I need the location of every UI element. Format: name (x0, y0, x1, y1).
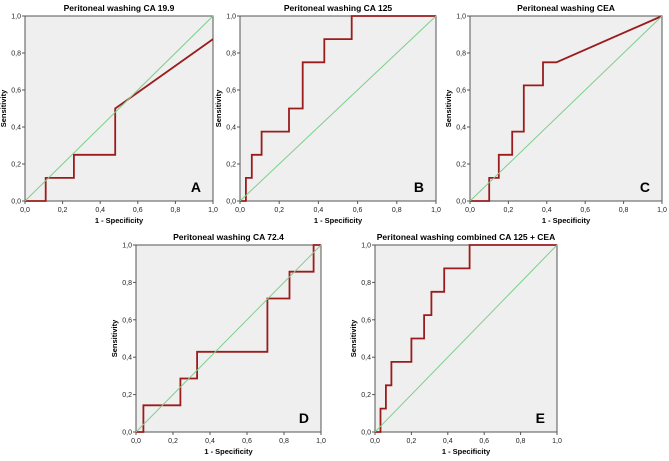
y-tick-label: 0,0 (456, 199, 466, 206)
y-tick-label: 0,6 (226, 88, 236, 95)
y-tick-label: 0,2 (122, 392, 132, 399)
x-tick-label: 0,4 (443, 438, 453, 445)
y-tick-label: 0,0 (122, 430, 132, 437)
x-tick-label: 1,0 (316, 438, 326, 445)
y-tick-label: 1,0 (122, 243, 132, 250)
x-tick-label: 0,2 (168, 438, 178, 445)
roc-curve (240, 15, 436, 202)
x-tick-label: 0,2 (504, 207, 514, 214)
roc-curve (470, 15, 663, 202)
x-axis-label: 1 - Specificity (204, 447, 253, 456)
reference-line (469, 15, 663, 202)
x-tick-label: 0,6 (353, 207, 363, 214)
y-tick-label: 0,8 (361, 280, 371, 287)
panel-letter: D (299, 410, 309, 426)
y-tick-label: 1,0 (361, 243, 371, 250)
x-tick-label: 1,0 (208, 207, 218, 214)
panel-b: Peritoneal washing CA 125 0,00,0 0,2 0,2 0,4… (214, 3, 441, 225)
y-tick-label: 0,4 (361, 355, 371, 362)
y-axis-label: Sensitivity (0, 89, 8, 127)
x-tick-label: 0,8 (392, 207, 402, 214)
y-tick-label: 0,0 (11, 199, 21, 206)
chart-title: Peritoneal washing CA 19.9 (64, 3, 175, 13)
roc-curve (136, 244, 321, 433)
chart-title: Peritoneal washing CA 125 (284, 3, 393, 13)
y-tick-label: 0,2 (226, 162, 236, 169)
y-axis-label: Sensitivity (110, 319, 119, 357)
chart-title: Peritoneal washing CEA (517, 3, 615, 13)
x-axis-label: 1 - Specificity (95, 216, 144, 225)
y-tick-label: 1,0 (226, 14, 236, 21)
x-tick-label: 0,0 (235, 207, 245, 214)
panel-letter: E (536, 410, 545, 426)
x-tick-label: 0,8 (619, 207, 629, 214)
x-tick-label: 0,4 (542, 207, 552, 214)
x-tick-label: 0,2 (407, 438, 417, 445)
x-tick-label: 0,6 (479, 438, 489, 445)
y-tick-label: 1,0 (11, 14, 21, 21)
x-tick-label: 0,0 (20, 207, 30, 214)
y-tick-label: 0,2 (11, 162, 21, 169)
y-tick-label: 0,6 (11, 88, 21, 95)
x-tick-label: 0,2 (58, 207, 68, 214)
chart-title: Peritoneal washing combined CA 125 + CEA (377, 232, 555, 242)
x-axis-label: 1 - Specificity (542, 216, 591, 225)
y-axis-label: Sensitivity (444, 89, 453, 127)
panel-d: Peritoneal washing CA 72.4 0,00,0 0,2 0,2 0,… (110, 232, 326, 456)
y-tick-label: 0,8 (456, 51, 466, 58)
y-tick-label: 1,0 (456, 14, 466, 21)
x-tick-label: 0,0 (370, 438, 380, 445)
y-tick-label: 0,6 (456, 88, 466, 95)
reference-line (239, 15, 437, 202)
x-tick-label: 1,0 (657, 207, 667, 214)
panel-c: Peritoneal washing CEA 0,00,0 0,2 0,2 0,4 0,4… (444, 3, 667, 225)
y-tick-label: 0,8 (226, 51, 236, 58)
y-axis-label: Sensitivity (214, 89, 223, 127)
x-tick-label: 0,4 (314, 207, 324, 214)
y-tick-label: 0,2 (456, 162, 466, 169)
x-tick-label: 0,2 (274, 207, 284, 214)
x-tick-label: 1,0 (552, 438, 562, 445)
chart-title: Peritoneal washing CA 72.4 (173, 232, 284, 242)
x-tick-label: 0,8 (279, 438, 289, 445)
reference-line (135, 244, 322, 433)
panel-e: Peritoneal washing combined CA 125 + CEA… (349, 232, 562, 456)
x-tick-label: 0,8 (516, 438, 526, 445)
roc-curve (25, 38, 214, 202)
y-tick-label: 0,0 (226, 199, 236, 206)
panel-letter: A (191, 179, 201, 195)
panel-letter: B (414, 179, 424, 195)
x-tick-label: 0,0 (465, 207, 475, 214)
x-tick-label: 0,0 (131, 438, 141, 445)
x-tick-label: 0,6 (580, 207, 590, 214)
y-tick-label: 0,6 (122, 317, 132, 324)
x-axis-label: 1 - Specificity (314, 216, 363, 225)
x-tick-label: 0,6 (133, 207, 143, 214)
y-tick-label: 0,4 (122, 355, 132, 362)
y-tick-label: 0,6 (361, 317, 371, 324)
reference-line (24, 15, 214, 202)
x-tick-label: 1,0 (431, 207, 441, 214)
x-tick-label: 0,4 (205, 438, 215, 445)
panel-a: Peritoneal washing CA 19.9 0,00,0 0,2 0,2 0,… (0, 3, 218, 225)
y-tick-label: 0,8 (11, 51, 21, 58)
y-tick-label: 0,2 (361, 392, 371, 399)
y-tick-label: 0,4 (456, 125, 466, 132)
panel-letter: C (640, 179, 650, 195)
y-tick-label: 0,8 (122, 280, 132, 287)
x-axis-label: 1 - Specificity (442, 447, 491, 456)
x-tick-label: 0,6 (242, 438, 252, 445)
x-tick-label: 0,8 (171, 207, 181, 214)
x-tick-label: 0,4 (95, 207, 105, 214)
y-axis-label: Sensitivity (349, 319, 358, 357)
y-tick-label: 0,4 (11, 125, 21, 132)
reference-line (374, 244, 558, 433)
y-tick-label: 0,0 (361, 430, 371, 437)
roc-curve (375, 244, 557, 433)
y-tick-label: 0,4 (226, 125, 236, 132)
